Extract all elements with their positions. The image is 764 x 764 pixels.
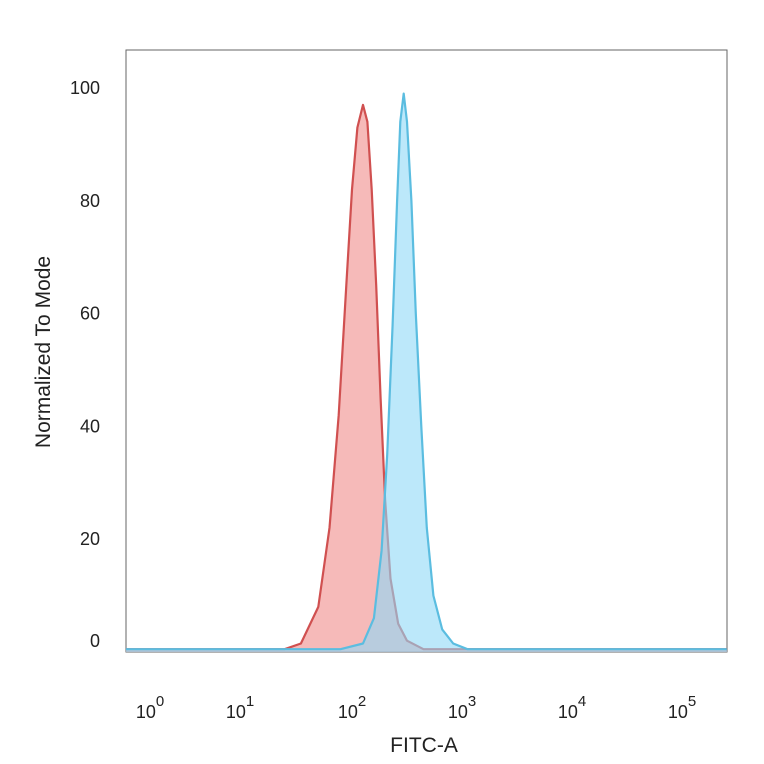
x-tick-label: 104 (558, 693, 586, 722)
series-group (126, 92, 727, 653)
x-tick-label: 100 (136, 693, 164, 722)
y-tick-label: 40 (80, 416, 100, 436)
series-1-fill (126, 93, 727, 653)
x-axis-label: FITC-A (390, 734, 458, 757)
y-axis-label: Normalized To Mode (32, 256, 55, 448)
x-tick-label: 105 (668, 693, 696, 722)
y-tick-label: 100 (70, 78, 100, 98)
y-tick-label: 0 (90, 631, 100, 651)
series-1-line (126, 92, 727, 651)
x-ticks: 100 101 102 103 104 105 (136, 693, 696, 722)
x-tick-label: 102 (338, 693, 366, 722)
y-tick-label: 60 (80, 304, 100, 324)
x-tick-label: 101 (226, 693, 254, 722)
y-tick-label: 20 (80, 529, 100, 549)
y-ticks: 0 20 40 60 80 100 (70, 78, 100, 651)
y-tick-label: 80 (80, 191, 100, 211)
x-tick-label: 103 (448, 693, 476, 722)
